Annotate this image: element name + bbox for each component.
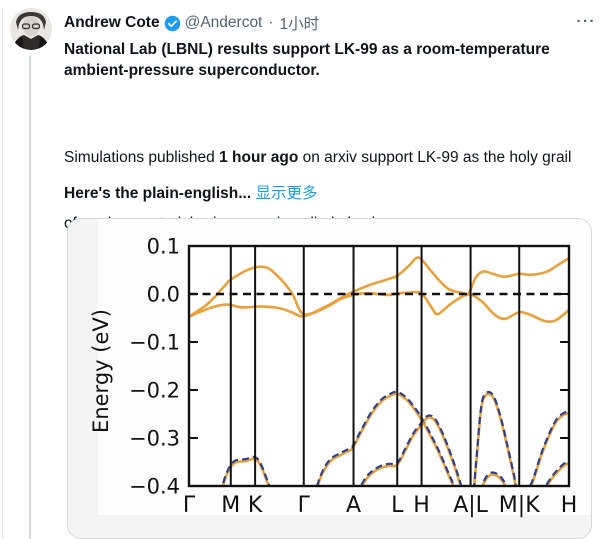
headline-line-2: ambient-pressure superconductor. <box>64 62 320 79</box>
avatar-portrait <box>10 8 52 50</box>
body-bold-segment: 1 hour ago <box>219 149 299 166</box>
svg-text:Γ: Γ <box>298 493 311 518</box>
body-line-1: Simulations published 1 hour ago on arxi… <box>64 147 589 169</box>
body-text-segment: Simulations published <box>64 149 220 166</box>
svg-text:−0.1: −0.1 <box>129 331 180 355</box>
timestamp: 1小时 <box>279 16 320 33</box>
svg-text:−0.3: −0.3 <box>129 427 180 451</box>
svg-text:L: L <box>391 493 404 518</box>
body-text-segment: on arxiv support LK-99 as the holy grail <box>298 149 572 166</box>
band-structure-chart: 0.10.0−0.1−0.2−0.3−0.4Γ M K Γ A L H A|L M|K HEner… <box>89 235 578 519</box>
svg-text:H: H <box>561 493 578 518</box>
svg-text:A: A <box>346 493 361 518</box>
svg-text:A|L: A|L <box>453 493 488 518</box>
tweet-teaser: Here's the plain-english... 显示更多 <box>64 183 589 205</box>
tweet-headline: National Lab (LBNL) results support LK-9… <box>64 39 589 81</box>
headline-line-1: National Lab (LBNL) results support LK-9… <box>64 41 550 58</box>
thread-line <box>29 56 31 539</box>
svg-text:−0.2: −0.2 <box>129 379 180 403</box>
column-left-border <box>2 8 3 539</box>
more-menu-icon[interactable]: ··· <box>576 13 596 30</box>
tweet-image-card[interactable]: 0.1 0.0 −0.1 −0.2 −0.3 −0.4 Γ M K Γ A L H A|L M|K H Ener… <box>67 218 592 539</box>
handle[interactable]: @Andercot <box>184 14 263 31</box>
teaser-text: Here's the plain-english... <box>64 185 252 202</box>
svg-text:K: K <box>248 493 263 518</box>
svg-text:Γ: Γ <box>183 493 196 518</box>
verified-badge-icon <box>164 15 180 32</box>
svg-text:M: M <box>221 493 240 518</box>
show-more-link[interactable]: 显示更多 <box>255 185 318 202</box>
svg-text:M|K: M|K <box>499 493 540 518</box>
avatar[interactable] <box>10 8 52 50</box>
figure-bottom-margin <box>68 515 591 538</box>
svg-text:0.0: 0.0 <box>147 283 180 307</box>
tweet-header: Andrew Cote @Andercot · 1小时 <box>64 12 319 34</box>
svg-text:0.1: 0.1 <box>147 235 180 259</box>
dot-separator: · <box>268 14 274 31</box>
figure-left-margin <box>68 219 98 538</box>
svg-text:Energy (eV): Energy (eV) <box>89 309 113 433</box>
display-name[interactable]: Andrew Cote <box>64 14 160 31</box>
svg-text:H: H <box>413 493 430 518</box>
svg-text:−0.4: −0.4 <box>129 475 180 499</box>
